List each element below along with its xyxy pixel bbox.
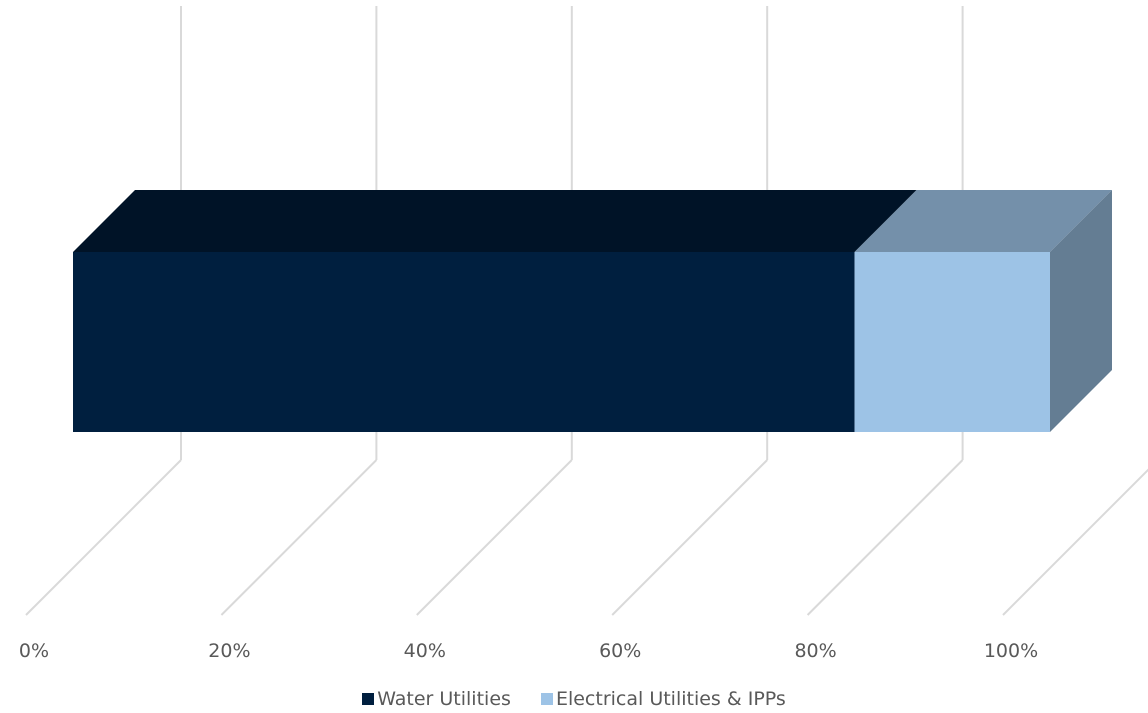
gridline-floor [611,459,768,616]
legend-swatch-electrical [540,693,553,705]
x-tick-label: 60% [599,640,641,662]
bar-top-face [73,190,917,252]
bar-segment [854,252,1050,432]
legend-label-electrical: Electrical Utilities & IPPs [555,688,786,710]
bar-side-face [1050,190,1112,432]
gridline-floor [806,459,964,616]
gridline-floor [220,459,378,616]
legend-swatch-water [362,693,375,705]
x-tick-label: 100% [984,640,1038,662]
bar-top-face [854,190,1112,252]
gridline-floor [416,459,573,616]
gridline-floor [1002,468,1148,616]
x-tick-label: 80% [794,640,836,662]
legend-label-water: Water Utilities [377,688,511,710]
x-tick-label: 40% [404,640,446,662]
legend-item-water: Water Utilities [362,688,511,710]
x-tick-label: 20% [208,640,250,662]
gridline-floor [25,459,182,616]
x-tick-label: 0% [19,640,49,662]
bar-segment [73,252,855,432]
legend-item-electrical: Electrical Utilities & IPPs [540,688,786,710]
bar-segments [73,190,1112,432]
x-axis-tick-labels: 0% 20% 40% 60% 80% 100% [19,640,1038,662]
legend: Water Utilities Electrical Utilities & I… [0,688,1148,710]
